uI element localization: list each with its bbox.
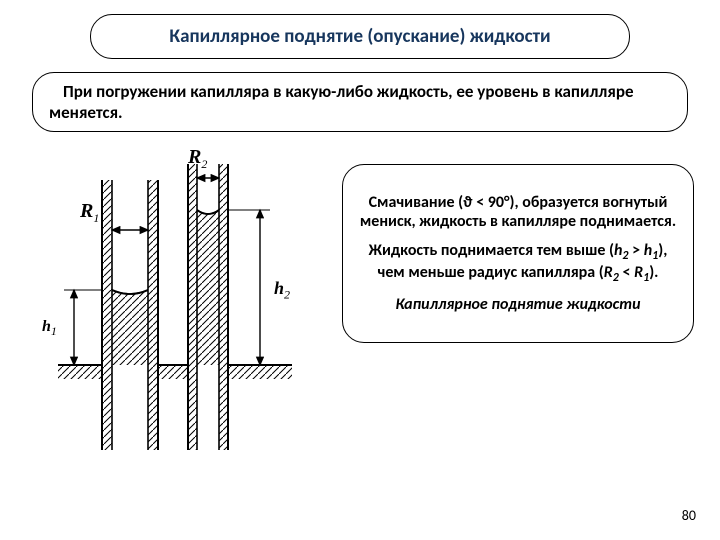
capillary-diagram: R1R2h1h2 xyxy=(20,150,330,470)
intro-text: При погружении капилляра в какую-либо жи… xyxy=(49,81,634,123)
paragraph-caption: Капиллярное поднятие жидкости xyxy=(359,295,677,314)
title-box: Капиллярное поднятие (опускание) жидкост… xyxy=(90,14,630,59)
paragraph-wetting: Смачивание (ϑ < 90°), образуется вогнуты… xyxy=(359,193,677,231)
title-text: Капиллярное поднятие (опускание) жидкост… xyxy=(169,25,550,48)
explanation-box: Смачивание (ϑ < 90°), образуется вогнуты… xyxy=(342,164,694,343)
page-number: 80 xyxy=(682,507,696,524)
intro-box: При погружении капилляра в какую-либо жи… xyxy=(32,72,688,132)
paragraph-relation: Жидкость поднимается тем выше (h2 > h1),… xyxy=(359,241,677,285)
